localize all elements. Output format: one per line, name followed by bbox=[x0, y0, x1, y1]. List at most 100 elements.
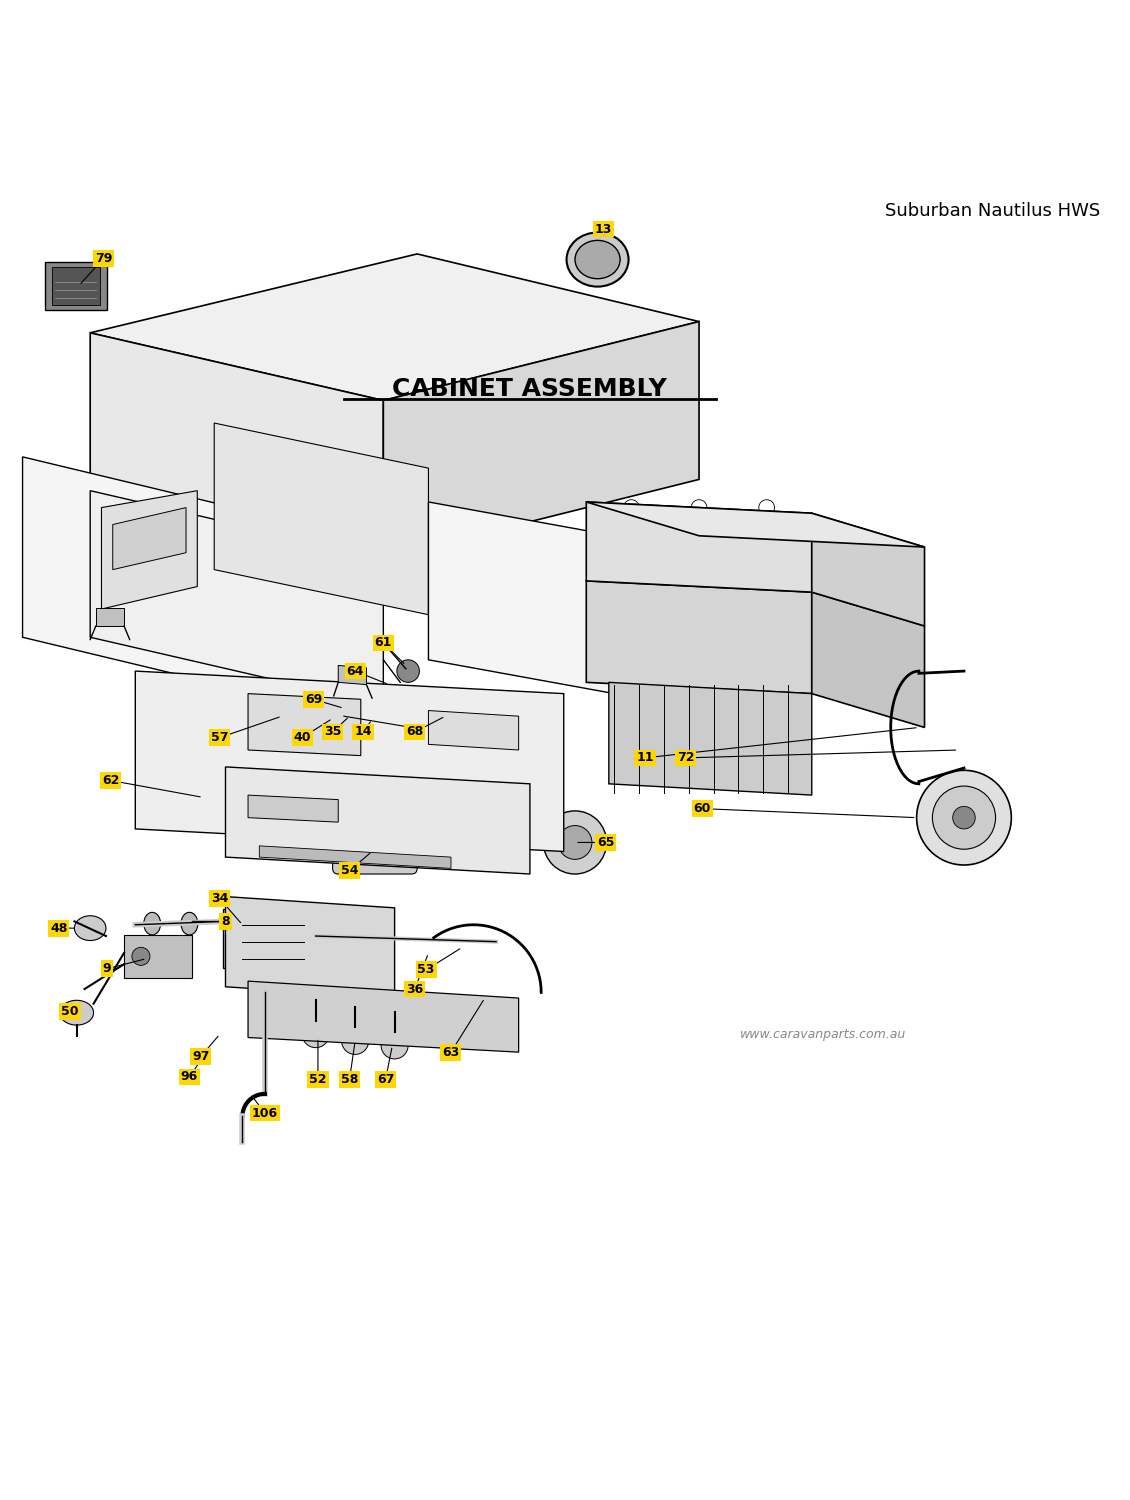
Ellipse shape bbox=[144, 912, 160, 934]
Polygon shape bbox=[102, 490, 198, 609]
Text: 13: 13 bbox=[594, 222, 611, 236]
FancyBboxPatch shape bbox=[372, 837, 385, 846]
Polygon shape bbox=[226, 766, 530, 874]
Ellipse shape bbox=[446, 708, 478, 729]
Polygon shape bbox=[226, 897, 394, 998]
Text: 14: 14 bbox=[355, 726, 372, 738]
Circle shape bbox=[558, 825, 592, 860]
FancyBboxPatch shape bbox=[327, 837, 340, 846]
Polygon shape bbox=[259, 846, 451, 868]
Circle shape bbox=[393, 688, 407, 702]
FancyBboxPatch shape bbox=[45, 262, 107, 310]
Text: 48: 48 bbox=[50, 921, 68, 934]
Text: 50: 50 bbox=[61, 1005, 79, 1019]
Circle shape bbox=[386, 702, 436, 753]
Circle shape bbox=[330, 702, 357, 729]
Circle shape bbox=[344, 836, 366, 858]
Text: 69: 69 bbox=[305, 693, 322, 706]
Circle shape bbox=[341, 1028, 368, 1054]
Polygon shape bbox=[586, 503, 811, 592]
Circle shape bbox=[953, 807, 975, 830]
Circle shape bbox=[381, 1032, 408, 1059]
FancyBboxPatch shape bbox=[304, 837, 318, 846]
Text: 54: 54 bbox=[341, 864, 358, 877]
Circle shape bbox=[916, 771, 1011, 865]
Polygon shape bbox=[586, 580, 811, 693]
FancyBboxPatch shape bbox=[349, 837, 363, 846]
Circle shape bbox=[496, 766, 541, 812]
Text: 68: 68 bbox=[407, 726, 424, 738]
Ellipse shape bbox=[424, 700, 455, 720]
Text: 11: 11 bbox=[636, 752, 653, 765]
FancyBboxPatch shape bbox=[124, 934, 192, 978]
Circle shape bbox=[302, 1020, 329, 1047]
Text: www.caravanparts.com.au: www.caravanparts.com.au bbox=[740, 1028, 906, 1041]
Text: 53: 53 bbox=[417, 963, 435, 976]
Text: 62: 62 bbox=[102, 774, 119, 788]
Circle shape bbox=[397, 660, 419, 682]
Polygon shape bbox=[609, 682, 811, 795]
FancyBboxPatch shape bbox=[224, 909, 322, 968]
Text: 58: 58 bbox=[341, 1072, 358, 1086]
Text: 34: 34 bbox=[211, 892, 228, 906]
Text: 96: 96 bbox=[181, 1071, 198, 1083]
Text: 8: 8 bbox=[221, 915, 229, 928]
Circle shape bbox=[364, 708, 391, 735]
Circle shape bbox=[360, 836, 383, 858]
Text: 52: 52 bbox=[310, 1072, 327, 1086]
Circle shape bbox=[932, 786, 996, 849]
Text: 79: 79 bbox=[95, 252, 112, 266]
Polygon shape bbox=[249, 795, 338, 822]
Polygon shape bbox=[249, 981, 519, 1052]
Polygon shape bbox=[23, 458, 304, 705]
Circle shape bbox=[251, 930, 272, 952]
Circle shape bbox=[544, 812, 607, 874]
Circle shape bbox=[353, 698, 402, 747]
Ellipse shape bbox=[75, 915, 106, 940]
Polygon shape bbox=[215, 423, 428, 615]
Text: 65: 65 bbox=[597, 836, 614, 849]
Text: CABINET ASSEMBLY: CABINET ASSEMBLY bbox=[392, 376, 668, 400]
Polygon shape bbox=[428, 503, 677, 705]
Circle shape bbox=[132, 948, 150, 966]
Polygon shape bbox=[811, 513, 924, 625]
FancyBboxPatch shape bbox=[52, 267, 101, 305]
Text: 40: 40 bbox=[294, 730, 311, 744]
Polygon shape bbox=[383, 321, 699, 558]
Polygon shape bbox=[249, 693, 360, 756]
Text: 61: 61 bbox=[375, 636, 392, 650]
Polygon shape bbox=[90, 333, 383, 558]
Text: Suburban Nautilus HWS: Suburban Nautilus HWS bbox=[885, 202, 1099, 220]
Polygon shape bbox=[259, 772, 428, 801]
Polygon shape bbox=[90, 490, 383, 705]
Text: 9: 9 bbox=[103, 962, 112, 975]
Ellipse shape bbox=[566, 232, 628, 286]
FancyBboxPatch shape bbox=[281, 837, 295, 846]
Text: 35: 35 bbox=[324, 726, 341, 738]
Polygon shape bbox=[96, 608, 124, 625]
Polygon shape bbox=[428, 711, 519, 750]
Circle shape bbox=[398, 714, 425, 741]
Circle shape bbox=[319, 692, 368, 741]
Polygon shape bbox=[586, 503, 924, 548]
Ellipse shape bbox=[575, 240, 620, 279]
Polygon shape bbox=[338, 666, 366, 684]
Polygon shape bbox=[136, 670, 564, 852]
FancyBboxPatch shape bbox=[332, 821, 417, 874]
Text: 64: 64 bbox=[347, 664, 364, 678]
Text: 106: 106 bbox=[252, 1107, 278, 1119]
Ellipse shape bbox=[181, 912, 198, 934]
Text: 97: 97 bbox=[192, 1050, 209, 1064]
Text: 72: 72 bbox=[677, 752, 694, 765]
Circle shape bbox=[405, 694, 418, 708]
Ellipse shape bbox=[60, 1000, 94, 1024]
Polygon shape bbox=[90, 254, 699, 400]
Polygon shape bbox=[113, 507, 186, 570]
Polygon shape bbox=[811, 592, 924, 728]
Circle shape bbox=[416, 700, 429, 714]
Text: 60: 60 bbox=[694, 802, 711, 814]
Text: 67: 67 bbox=[377, 1072, 394, 1086]
FancyBboxPatch shape bbox=[400, 798, 447, 826]
Text: 57: 57 bbox=[211, 730, 228, 744]
Circle shape bbox=[377, 836, 400, 858]
